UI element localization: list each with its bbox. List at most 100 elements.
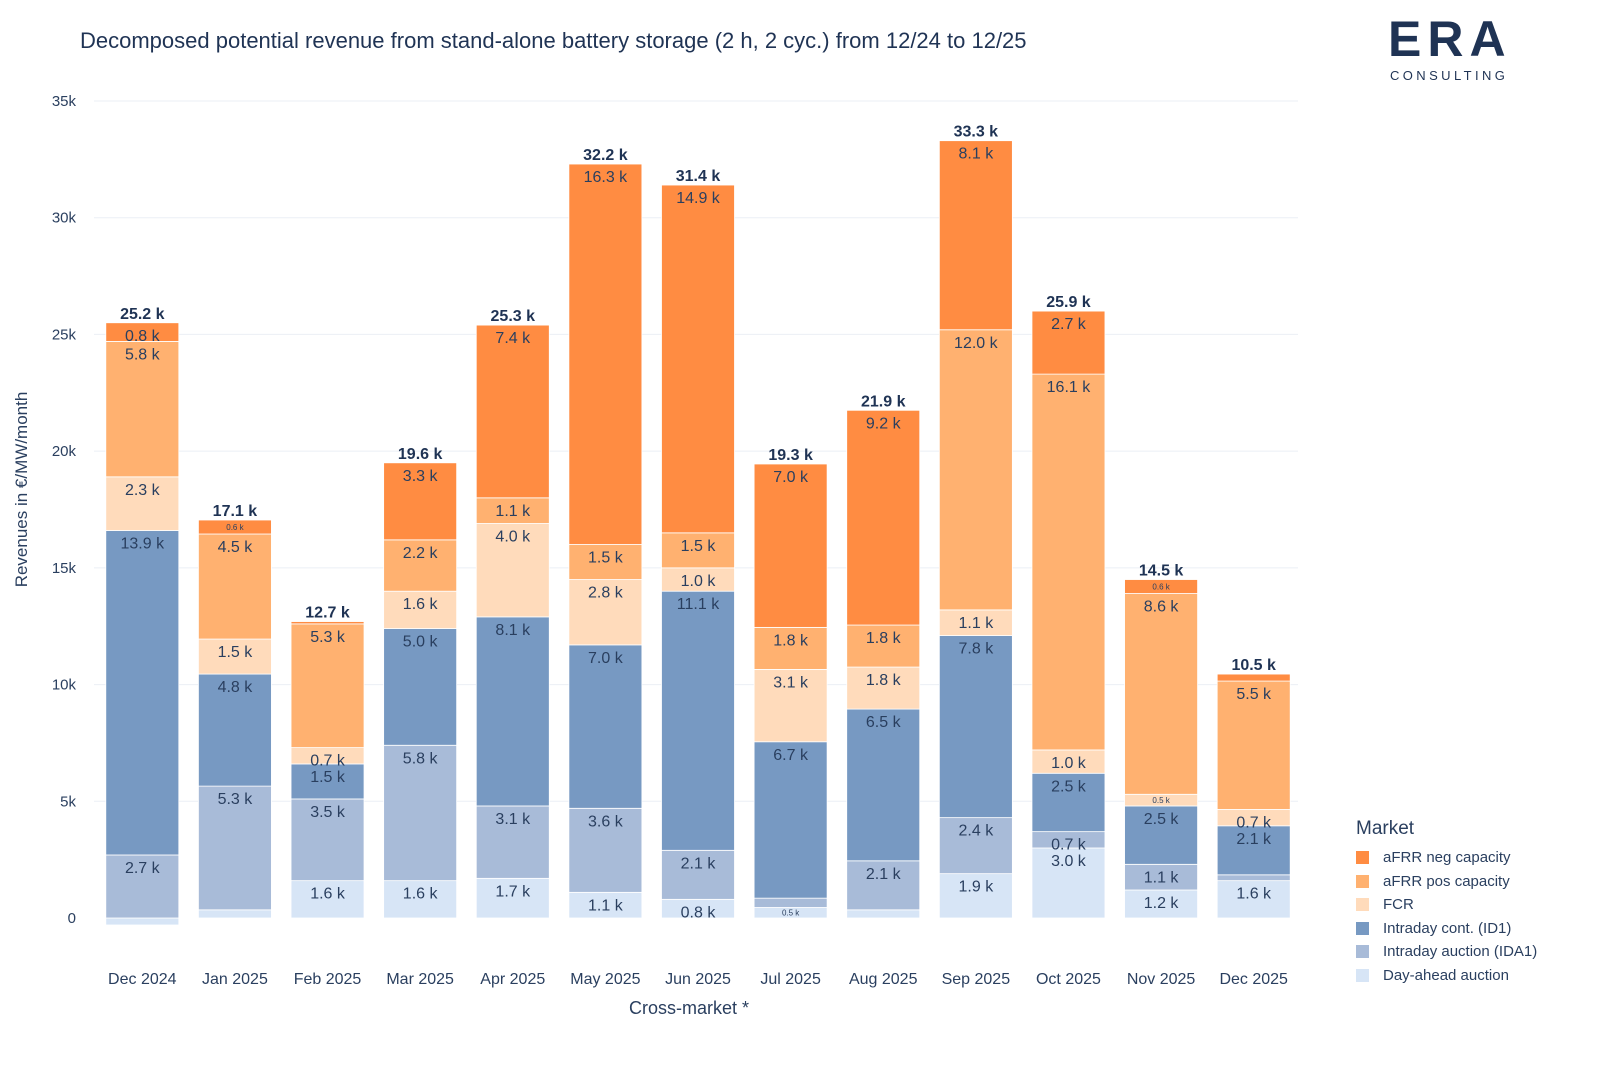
- bar-value-label: 0.6 k: [226, 523, 244, 532]
- bar-segment: [1031, 310, 1106, 375]
- bar-segment: [1124, 593, 1198, 795]
- bar-segment: [846, 909, 921, 919]
- bar-value-label: 4.8 k: [218, 679, 254, 696]
- bar-segment: [661, 184, 735, 534]
- bar-segment: [290, 621, 365, 625]
- bar-total-label: 21.9 k: [861, 393, 906, 410]
- bar-segment: [753, 897, 828, 908]
- legend-label: Intraday auction (IDA1): [1383, 943, 1538, 961]
- bar-value-label: 5.8 k: [403, 750, 439, 767]
- x-tick-label: Dec 2024: [108, 971, 177, 988]
- x-axis-title: Cross-market *: [629, 998, 749, 1018]
- bar-value-label: 0.5 k: [782, 909, 800, 918]
- bar-segment: [1124, 863, 1198, 891]
- bar-value-label: 1.5 k: [218, 644, 254, 661]
- y-axis-title: Revenues in €/MW/month: [12, 392, 31, 588]
- legend-swatch: [1356, 851, 1369, 865]
- bar-segment: [938, 817, 1013, 875]
- company-logo: ERA CONSULTING: [1388, 14, 1518, 84]
- bar-segment: [383, 744, 458, 882]
- bar-value-label: 3.5 k: [310, 804, 346, 821]
- x-tick-label: Sep 2025: [942, 971, 1011, 988]
- bar-value-label: 1.6 k: [1236, 886, 1272, 903]
- bar-total-label: 14.5 k: [1139, 563, 1184, 580]
- bar-value-label: 2.7 k: [125, 860, 161, 877]
- bar-segment: [1216, 680, 1291, 810]
- bar-value-label: 1.8 k: [773, 632, 809, 649]
- legend-item[interactable]: FCR: [1356, 893, 1596, 917]
- bar-segment: [105, 476, 180, 531]
- bar-total-label: 25.2 k: [120, 306, 165, 323]
- bar-value-label: 1.8 k: [866, 630, 902, 647]
- bar-value-label: 1.2 k: [1144, 895, 1180, 912]
- x-tick-label: Aug 2025: [849, 971, 918, 988]
- bar-segment: [475, 324, 550, 499]
- bar-value-label: 0.6 k: [1152, 583, 1170, 592]
- bar-segment: [938, 329, 1013, 611]
- bar-value-label: 16.3 k: [584, 169, 629, 186]
- bar-segment: [198, 519, 272, 535]
- bar-total-label: 25.3 k: [491, 308, 536, 325]
- bar-segment: [290, 798, 365, 882]
- bar-segment: [661, 532, 735, 569]
- legend-item[interactable]: Intraday cont. (ID1): [1356, 917, 1596, 941]
- legend-item[interactable]: Intraday auction (IDA1): [1356, 940, 1596, 964]
- bar-value-label: 1.1 k: [495, 503, 531, 520]
- bar-segment: [1216, 880, 1291, 919]
- legend-item[interactable]: Day-ahead auction: [1356, 964, 1596, 988]
- chart-title: Decomposed potential revenue from stand-…: [80, 28, 1027, 53]
- bar-value-label: 1.6 k: [403, 596, 439, 613]
- legend-label: Day-ahead auction: [1383, 966, 1509, 984]
- bar-segment: [846, 624, 921, 668]
- bar-value-label: 2.1 k: [1236, 831, 1272, 848]
- legend-swatch: [1356, 945, 1369, 959]
- legend-item[interactable]: aFRR neg capacity: [1356, 846, 1596, 870]
- bar-value-label: 7.0 k: [773, 469, 809, 486]
- bar-segment: [1031, 772, 1106, 833]
- bar-value-label: 1.1 k: [1144, 869, 1180, 886]
- bar-total-label: 17.1 k: [213, 503, 258, 520]
- bar-total-label: 31.4 k: [676, 168, 721, 185]
- bar-segment: [568, 644, 643, 809]
- bar-segment: [753, 668, 828, 743]
- bar-segment: [846, 708, 921, 862]
- legend-swatch: [1356, 898, 1369, 912]
- y-tick-label: 15k: [52, 560, 77, 577]
- bar-segment: [1124, 889, 1198, 919]
- bar-segment: [198, 533, 272, 640]
- y-tick-label: 30k: [52, 210, 77, 227]
- bar-segment: [1124, 579, 1198, 594]
- bar-value-label: 0.8 k: [681, 904, 717, 921]
- bar-segment: [198, 673, 272, 787]
- legend-item[interactable]: aFRR pos capacity: [1356, 870, 1596, 894]
- bar-segment: [568, 891, 643, 919]
- bar-value-label: 2.1 k: [866, 866, 902, 883]
- bar-value-label: 12.0 k: [954, 335, 999, 352]
- bar-value-label: 13.9 k: [121, 536, 166, 553]
- bar-value-label: 3.0 k: [1051, 853, 1087, 870]
- y-tick-label: 10k: [52, 677, 77, 694]
- bar-value-label: 1.5 k: [681, 538, 717, 555]
- bar-value-label: 1.6 k: [310, 886, 346, 903]
- bar-value-label: 8.1 k: [959, 146, 995, 163]
- legend-swatch: [1356, 921, 1369, 935]
- x-tick-label: Feb 2025: [294, 971, 362, 988]
- stacked-bar-chart: 0 5k 10k 15k 20k 25k 30k 35k Revenues in €/MW/mo…: [12, 93, 1298, 1018]
- bar-total-label: 10.5 k: [1231, 657, 1276, 674]
- bar-segment: [383, 462, 458, 541]
- bar-segment: [568, 807, 643, 893]
- bar-segment: [475, 877, 550, 919]
- bar-segment: [105, 322, 180, 342]
- bar-segment: [290, 623, 365, 748]
- x-tick-label: Apr 2025: [480, 971, 545, 988]
- legend: Market aFRR neg capacity aFRR pos capacit…: [1356, 818, 1596, 987]
- bar-total-label: 25.9 k: [1046, 294, 1091, 311]
- bar-value-label: 7.8 k: [959, 641, 995, 658]
- bar-segment: [383, 539, 458, 592]
- x-tick-label: Oct 2025: [1036, 971, 1101, 988]
- bar-segment: [1216, 825, 1291, 876]
- bar-value-label: 7.0 k: [588, 650, 624, 667]
- bar-value-label: 4.0 k: [495, 529, 531, 546]
- x-tick-label: Jun 2025: [665, 971, 731, 988]
- bar-segment: [846, 666, 921, 710]
